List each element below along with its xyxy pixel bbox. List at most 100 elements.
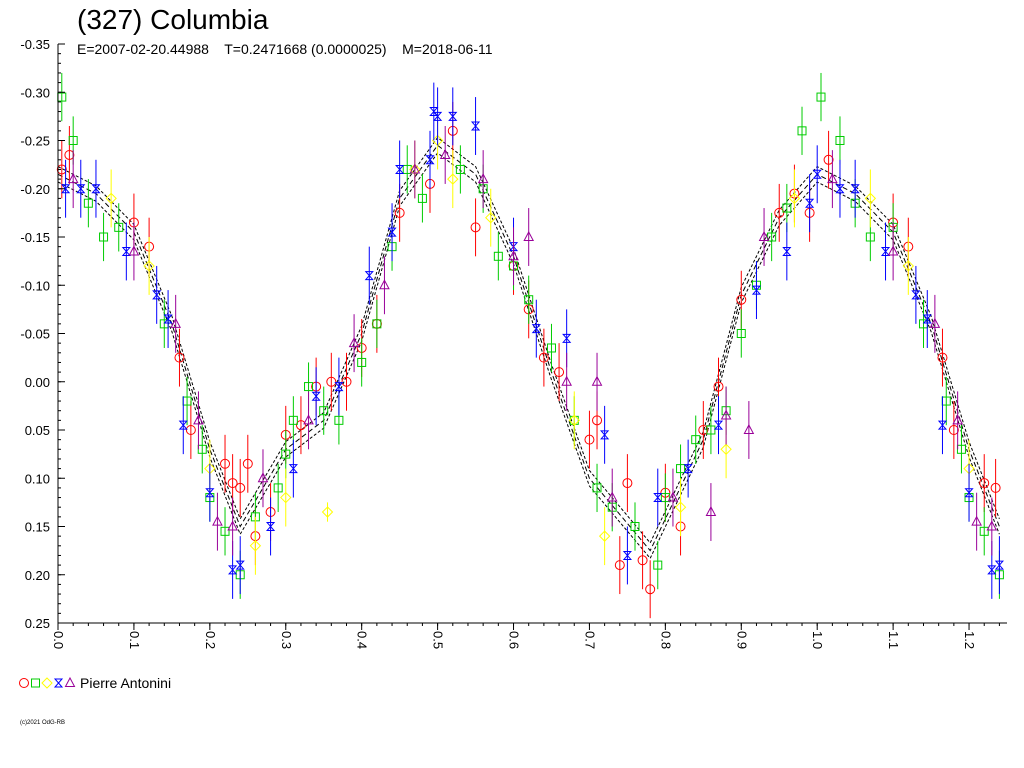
data-point	[379, 279, 390, 290]
data-point	[68, 136, 78, 145]
data-point	[827, 173, 838, 184]
lightcurve-chart: -0.35 -0.30 -0.25 -0.20 -0.15 -0.10 -0.05 0.00 0…	[20, 37, 1007, 649]
data-point	[676, 464, 686, 474]
x-tick-label: 0.2	[203, 631, 218, 649]
chart-title: (327) Columbia	[77, 4, 269, 35]
data-point	[561, 375, 572, 386]
data-point	[220, 458, 231, 469]
x-tick-label: 0.9	[734, 631, 749, 649]
data-point	[235, 482, 246, 493]
fit-curve-band	[57, 136, 1000, 544]
y-tick-label: 0.00	[25, 375, 50, 390]
data-point	[357, 357, 367, 367]
data-point	[193, 414, 204, 425]
x-tick-label: 0.6	[507, 631, 522, 649]
data-point	[614, 560, 625, 571]
data-point	[758, 230, 770, 241]
data-point	[782, 246, 792, 256]
data-point	[257, 472, 269, 483]
data-point	[76, 184, 86, 194]
legend: Pierre Antonini	[18, 675, 171, 691]
data-point	[994, 560, 1005, 570]
data-point	[220, 526, 230, 536]
data-point	[303, 414, 314, 425]
data-point	[706, 425, 716, 435]
legend-symbol-square	[31, 678, 40, 688]
data-point	[265, 522, 276, 531]
data-point	[409, 163, 421, 174]
data-point	[60, 184, 71, 194]
data-point	[653, 493, 663, 503]
data-point	[990, 482, 1001, 493]
data-point	[395, 164, 405, 174]
legend-symbol-hourglass	[53, 678, 64, 688]
data-point	[485, 211, 497, 224]
data-point	[143, 260, 155, 272]
data-point	[288, 415, 298, 425]
data-point	[470, 222, 481, 233]
data-point	[774, 207, 785, 218]
data-point	[372, 319, 382, 329]
data-point	[311, 391, 321, 401]
data-point	[387, 227, 397, 237]
data-point	[979, 526, 989, 536]
y-tick-label: -0.25	[20, 134, 50, 149]
data-point	[319, 406, 329, 416]
x-tick-label: 0.4	[355, 631, 370, 649]
legend-symbols	[19, 676, 76, 689]
copyright-text: (c)2021 OdG-RB	[20, 720, 66, 726]
data-point	[249, 540, 262, 552]
series-hourglass	[60, 82, 1005, 599]
data-point	[592, 483, 602, 493]
x-tick-label: 0.3	[279, 631, 294, 649]
data-point	[637, 555, 648, 566]
axes-layer: -0.35 -0.30 -0.25 -0.20 -0.15 -0.10 -0.05 0.00 0…	[20, 37, 1007, 649]
data-point	[152, 290, 162, 300]
data-point	[417, 193, 427, 203]
x-tick-label: 0.8	[658, 631, 673, 649]
data-point	[91, 184, 101, 194]
data-point	[720, 409, 732, 420]
data-point	[205, 488, 215, 498]
data-point	[212, 515, 223, 526]
series-square	[57, 72, 1004, 599]
data-point	[743, 423, 755, 434]
data-point	[705, 505, 717, 517]
data-point	[439, 148, 451, 159]
data-point	[508, 250, 519, 261]
data-point	[448, 111, 458, 121]
data-point	[660, 493, 670, 503]
data-point	[887, 245, 899, 256]
data-point	[64, 149, 75, 160]
data-point	[99, 232, 109, 242]
data-point	[788, 192, 801, 205]
data-point	[304, 382, 314, 392]
data-point	[823, 154, 834, 165]
data-point	[713, 381, 724, 392]
data-point	[964, 488, 974, 498]
y-tick-label: -0.05	[20, 327, 50, 342]
data-point	[937, 352, 948, 363]
y-tick-label: -0.30	[20, 85, 50, 100]
x-tick-label: 0.0	[51, 631, 66, 649]
data-point	[83, 198, 93, 208]
data-point	[591, 375, 603, 386]
data-point	[321, 506, 334, 518]
legend-symbol-circle	[19, 678, 29, 688]
x-tick-label: 1.2	[962, 631, 977, 649]
data-point	[600, 430, 610, 440]
data-point	[922, 314, 932, 324]
data-point	[67, 173, 79, 184]
data-point	[812, 169, 822, 179]
data-point	[531, 324, 541, 334]
chart-subtitle: E=2007-02-20.44988 T=0.2471668 (0.000002…	[77, 41, 493, 57]
data-point	[56, 164, 67, 175]
data-point	[394, 207, 405, 218]
data-point	[782, 203, 792, 213]
data-point	[751, 285, 762, 295]
data-point	[523, 230, 535, 241]
fit-curve	[57, 144, 1000, 552]
data-point	[720, 443, 732, 456]
data-point	[850, 184, 860, 194]
data-point	[952, 414, 963, 425]
